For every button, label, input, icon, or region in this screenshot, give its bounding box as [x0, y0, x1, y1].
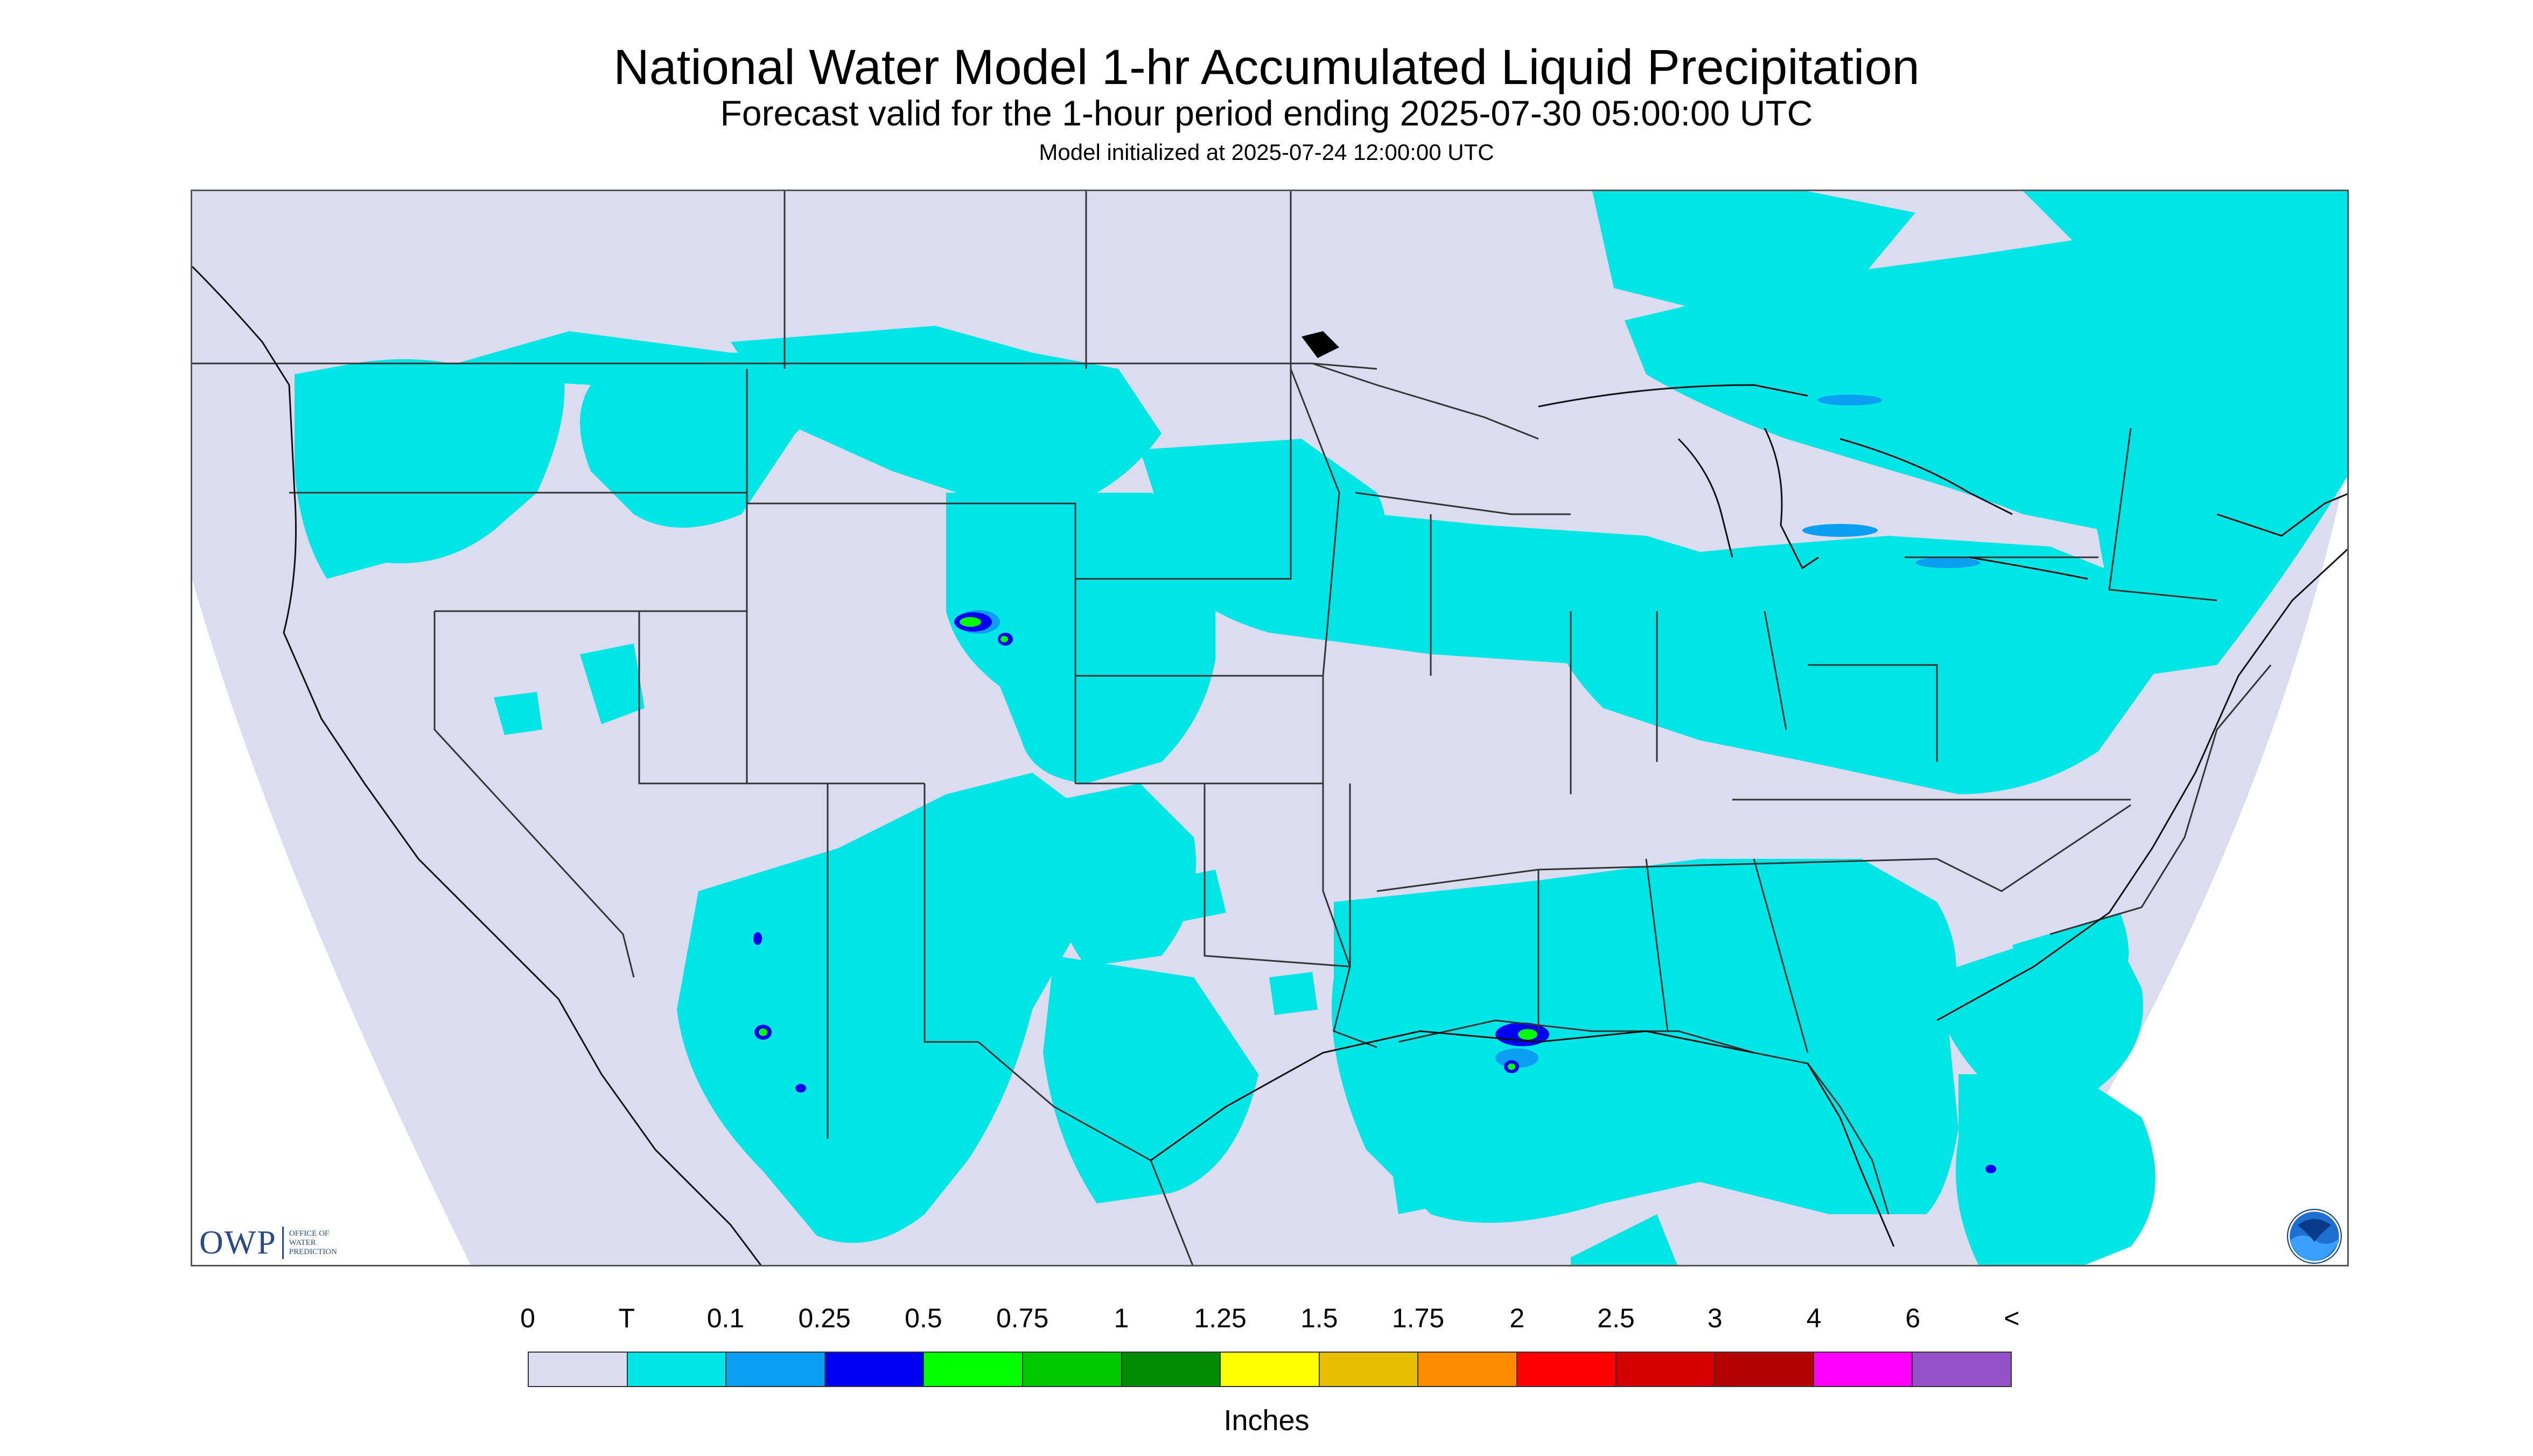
legend-tick-label: 0	[520, 1303, 535, 1333]
owp-logo-text: OWP	[199, 1224, 277, 1261]
legend-swatch	[1715, 1353, 1814, 1386]
legend-tick-label: 0.5	[905, 1303, 942, 1333]
legend-tick-label: 1.25	[1194, 1303, 1247, 1333]
legend-tick-label: T	[618, 1303, 635, 1333]
legend-color-bar	[528, 1352, 2012, 1387]
legend-tick-label: 2	[1509, 1303, 1525, 1333]
legend-unit-label: Inches	[1223, 1404, 1310, 1437]
map-canvas	[192, 191, 2347, 1265]
legend-tick-label: 3	[1707, 1303, 1723, 1333]
model-init-text: Model initialized at 2025-07-24 12:00:00…	[1039, 139, 1494, 165]
legend-swatch	[1418, 1353, 1517, 1386]
legend-tick-label: 1.5	[1300, 1303, 1338, 1333]
owp-logo: OWP OFFICE OF WATER PREDICTION	[199, 1221, 337, 1264]
legend-swatch	[529, 1353, 628, 1386]
legend-swatch	[1616, 1353, 1716, 1386]
precipitation-map	[191, 190, 2349, 1266]
map-title: National Water Model 1-hr Accumulated Li…	[613, 40, 1920, 95]
legend-tick-label: 1.75	[1391, 1303, 1445, 1333]
legend-tick-label: <	[2004, 1303, 2020, 1333]
legend-tick-label: 1	[1114, 1303, 1129, 1333]
legend-swatch	[627, 1353, 727, 1386]
owp-subtext-line: WATER	[289, 1238, 316, 1247]
legend-swatch	[1023, 1353, 1122, 1386]
legend-tick-label: 0.25	[798, 1303, 851, 1333]
owp-subtext-line: OFFICE OF	[289, 1229, 330, 1238]
heavy-precip-cells	[753, 612, 1996, 1173]
legend-swatch	[1814, 1353, 1913, 1386]
legend-tick-label: 0.75	[996, 1303, 1049, 1333]
legend-swatch	[1122, 1353, 1221, 1386]
legend-swatch	[1319, 1353, 1419, 1386]
owp-logo-divider	[282, 1227, 284, 1259]
legend-labels: 0 T 0.1 0.25 0.5 0.75 1 1.25 1.5 1.75 2 2.5 3 4 6 <	[0, 1302, 2533, 1340]
state-boundaries	[192, 191, 2272, 1265]
owp-subtext-line: PREDICTION	[289, 1247, 337, 1256]
legend-tick-label: 4	[1806, 1303, 1822, 1333]
trace-precip-areas	[295, 191, 2347, 1265]
legend-tick-label: 2.5	[1597, 1303, 1635, 1333]
legend-swatch	[726, 1353, 825, 1386]
legend-swatch	[1221, 1353, 1320, 1386]
lake-of-the-woods	[1302, 331, 1339, 358]
legend-swatch	[825, 1353, 925, 1386]
noaa-logo	[2287, 1209, 2342, 1264]
legend-swatch	[924, 1353, 1023, 1386]
legend-tick-label: 6	[1905, 1303, 1921, 1333]
legend-swatch	[1913, 1353, 2011, 1386]
owp-logo-subtext: OFFICE OF WATER PREDICTION	[289, 1229, 337, 1257]
forecast-valid-subtitle: Forecast valid for the 1-hour period end…	[720, 93, 1813, 133]
legend-swatch	[1517, 1353, 1617, 1386]
legend-tick-label: 0.1	[706, 1303, 745, 1333]
coastlines	[192, 265, 2347, 1265]
